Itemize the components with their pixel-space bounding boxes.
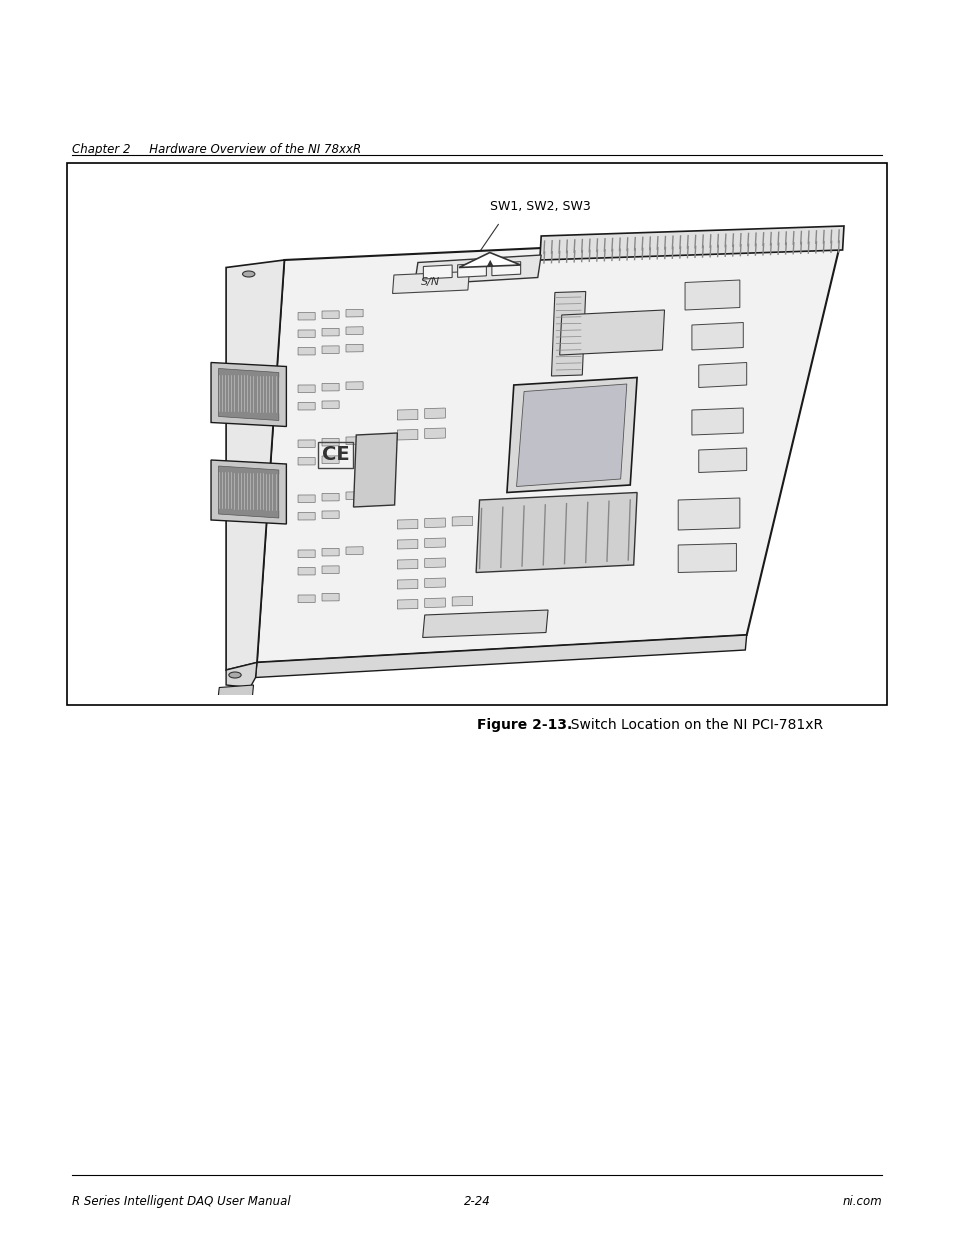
Polygon shape: [322, 548, 338, 556]
Text: Figure 2-13.: Figure 2-13.: [476, 718, 572, 732]
Text: Switch Location on the NI PCI-781xR: Switch Location on the NI PCI-781xR: [561, 718, 822, 732]
Polygon shape: [691, 322, 742, 350]
Polygon shape: [346, 437, 363, 445]
Polygon shape: [424, 598, 445, 608]
Polygon shape: [297, 347, 314, 354]
Polygon shape: [397, 600, 417, 609]
Polygon shape: [397, 410, 417, 420]
Polygon shape: [559, 310, 664, 354]
Polygon shape: [346, 345, 363, 352]
Polygon shape: [297, 567, 314, 576]
Polygon shape: [422, 610, 547, 637]
Polygon shape: [346, 492, 363, 499]
Bar: [67, 163, 886, 705]
Polygon shape: [297, 312, 314, 320]
Polygon shape: [255, 635, 746, 678]
Polygon shape: [452, 597, 472, 606]
Polygon shape: [218, 466, 278, 517]
Polygon shape: [297, 550, 314, 557]
Polygon shape: [297, 595, 314, 603]
Polygon shape: [414, 254, 540, 285]
Polygon shape: [322, 401, 338, 409]
Polygon shape: [678, 498, 740, 530]
Polygon shape: [551, 291, 585, 375]
Text: ni.com: ni.com: [841, 1195, 882, 1208]
Polygon shape: [217, 685, 253, 700]
Polygon shape: [698, 448, 746, 473]
Polygon shape: [476, 493, 637, 573]
Polygon shape: [322, 493, 338, 501]
Text: Chapter 2     Hardware Overview of the NI 78xxR: Chapter 2 Hardware Overview of the NI 78…: [71, 143, 360, 156]
Polygon shape: [691, 408, 742, 435]
Polygon shape: [346, 327, 363, 335]
Polygon shape: [392, 272, 469, 294]
Polygon shape: [297, 385, 314, 393]
Text: SW1, SW2, SW3: SW1, SW2, SW3: [490, 200, 590, 212]
Polygon shape: [297, 495, 314, 503]
Polygon shape: [684, 280, 740, 310]
Polygon shape: [423, 266, 452, 279]
Polygon shape: [322, 456, 338, 463]
Polygon shape: [452, 516, 472, 526]
Polygon shape: [322, 566, 338, 573]
Ellipse shape: [229, 672, 241, 678]
Polygon shape: [698, 363, 746, 388]
Polygon shape: [297, 330, 314, 337]
Text: 2-24: 2-24: [463, 1195, 490, 1208]
Polygon shape: [424, 429, 445, 438]
Polygon shape: [256, 233, 841, 662]
Polygon shape: [346, 547, 363, 555]
Ellipse shape: [242, 270, 254, 277]
Polygon shape: [516, 384, 626, 487]
Polygon shape: [226, 261, 284, 671]
Polygon shape: [458, 252, 520, 268]
Polygon shape: [322, 438, 338, 446]
Polygon shape: [297, 403, 314, 410]
Polygon shape: [506, 378, 637, 493]
Polygon shape: [226, 662, 256, 688]
Polygon shape: [297, 513, 314, 520]
Polygon shape: [322, 311, 338, 319]
Text: R Series Intelligent DAQ User Manual: R Series Intelligent DAQ User Manual: [71, 1195, 290, 1208]
Polygon shape: [322, 383, 338, 391]
Polygon shape: [539, 226, 843, 261]
Polygon shape: [346, 382, 363, 389]
Polygon shape: [297, 457, 314, 466]
Polygon shape: [492, 262, 520, 275]
Polygon shape: [397, 540, 417, 550]
Polygon shape: [397, 520, 417, 529]
Polygon shape: [211, 459, 286, 524]
Polygon shape: [322, 329, 338, 336]
Polygon shape: [354, 433, 397, 508]
Polygon shape: [218, 368, 278, 420]
Polygon shape: [678, 543, 736, 573]
Polygon shape: [424, 517, 445, 527]
Polygon shape: [424, 408, 445, 419]
Polygon shape: [211, 363, 286, 426]
Polygon shape: [322, 511, 338, 519]
Polygon shape: [397, 430, 417, 440]
Polygon shape: [424, 538, 445, 547]
Polygon shape: [297, 440, 314, 447]
Polygon shape: [424, 558, 445, 568]
Text: ▲: ▲: [486, 258, 493, 267]
Polygon shape: [397, 579, 417, 589]
Text: S/N: S/N: [420, 278, 439, 288]
Polygon shape: [397, 559, 417, 569]
Polygon shape: [322, 346, 338, 353]
Polygon shape: [346, 309, 363, 317]
Polygon shape: [457, 263, 486, 278]
Polygon shape: [424, 578, 445, 588]
Text: CE: CE: [321, 446, 349, 464]
Polygon shape: [322, 593, 338, 601]
